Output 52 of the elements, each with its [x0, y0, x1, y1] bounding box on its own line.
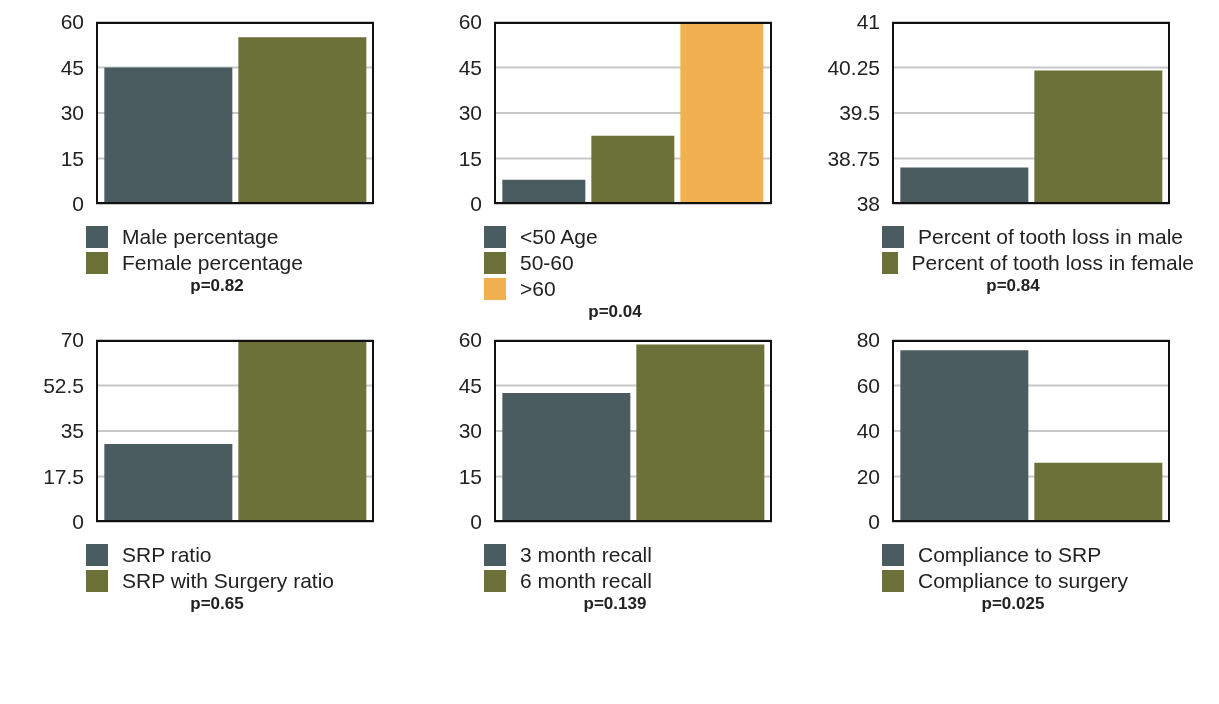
- y-tick-label: 60: [60, 10, 84, 34]
- legend-label: Compliance to surgery: [918, 569, 1129, 593]
- y-tick-label: 35: [60, 419, 84, 443]
- y-tick-label: 20: [856, 464, 880, 488]
- y-tick-label: 17.5: [43, 464, 84, 488]
- y-tick-label: 60: [856, 373, 880, 397]
- legend-label: Male percentage: [122, 225, 279, 249]
- legend-label: SRP with Surgery ratio: [122, 569, 335, 593]
- y-tick-label: 80: [856, 328, 880, 352]
- y-tick-label: 15: [458, 464, 482, 488]
- y-tick-label: 52.5: [43, 373, 84, 397]
- y-tick-label: 30: [458, 419, 482, 443]
- legend-label: Female percentage: [122, 251, 303, 275]
- bar: [502, 179, 586, 204]
- text: p=0.025: [980, 594, 1046, 614]
- y-tick-label: 0: [470, 192, 482, 216]
- text: p=0.04: [587, 302, 643, 322]
- y-tick-label: 38.75: [827, 146, 880, 170]
- y-tick-label: 30: [60, 101, 84, 125]
- y-tick-label: 70: [60, 328, 84, 352]
- y-tick-label: 45: [458, 373, 482, 397]
- y-tick-label: 41: [856, 10, 880, 34]
- legend-label: <50 Age: [520, 225, 598, 249]
- y-tick-label: 0: [868, 510, 880, 534]
- legend-label: 50-60: [520, 251, 574, 275]
- legend-label: 3 month recall: [520, 543, 652, 567]
- y-tick-label: 60: [458, 10, 482, 34]
- y-tick-label: 40.25: [827, 55, 880, 79]
- y-tick-label: 45: [458, 55, 482, 79]
- y-tick-label: 30: [458, 101, 482, 125]
- legend-label: Percent of tooth loss in male: [918, 225, 1183, 249]
- text: p=0.82: [189, 276, 245, 296]
- text: p=0.139: [582, 594, 648, 614]
- y-tick-label: 0: [470, 510, 482, 534]
- legend-label: >60: [520, 277, 556, 301]
- y-tick-label: 45: [60, 55, 84, 79]
- y-tick-label: 38: [856, 192, 880, 216]
- legend-label: Compliance to SRP: [918, 543, 1102, 567]
- y-tick-label: 15: [60, 146, 84, 170]
- legend-label: Percent of tooth loss in female: [911, 251, 1194, 275]
- text: p=0.65: [189, 594, 245, 614]
- bar: [680, 22, 764, 204]
- bar: [591, 135, 675, 204]
- y-tick-label: 0: [72, 510, 84, 534]
- y-tick-label: 40: [856, 419, 880, 443]
- y-tick-label: 0: [72, 192, 84, 216]
- legend-label: SRP ratio: [122, 543, 212, 567]
- y-tick-label: 60: [458, 328, 482, 352]
- text: p=0.84: [985, 276, 1041, 296]
- y-tick-label: 39.5: [839, 101, 880, 125]
- legend-label: 6 month recall: [520, 569, 652, 593]
- y-tick-label: 15: [458, 146, 482, 170]
